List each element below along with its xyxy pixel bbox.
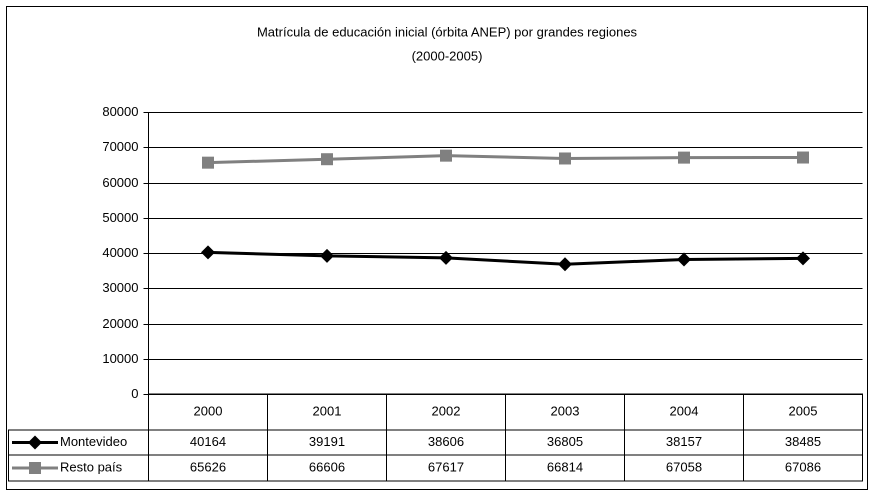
chart-subtitle: (2000-2005) <box>412 48 483 63</box>
table-value: 40164 <box>190 434 226 449</box>
x-tick-label: 2003 <box>551 403 580 418</box>
chart-frame <box>6 6 868 490</box>
chart-title: Matrícula de educación inicial (órbita A… <box>257 24 638 39</box>
table-value: 38485 <box>785 434 821 449</box>
x-tick-label: 2004 <box>670 403 699 418</box>
data-point <box>202 156 214 169</box>
y-tick-label: 40000 <box>102 245 138 260</box>
y-tick-label: 30000 <box>102 280 138 295</box>
table-value: 38606 <box>428 434 464 449</box>
table-value: 36805 <box>547 434 583 449</box>
series-line <box>207 250 804 266</box>
data-point <box>797 151 809 164</box>
table-value: 66814 <box>547 459 583 474</box>
legend-marker <box>29 462 41 474</box>
table-value: 65626 <box>190 459 226 474</box>
data-point <box>678 151 690 164</box>
legend-marker <box>28 435 42 450</box>
y-tick-label: 0 <box>131 386 138 401</box>
y-tick-label: 80000 <box>102 104 138 119</box>
x-tick-label: 2005 <box>789 403 818 418</box>
data-point <box>321 153 333 166</box>
table-row <box>8 454 863 482</box>
y-tick-label: 20000 <box>102 316 138 331</box>
table-value: 67058 <box>666 459 702 474</box>
data-point <box>320 248 334 263</box>
data-point <box>677 252 691 267</box>
legend-label: Resto país <box>60 459 123 474</box>
x-tick-label: 2002 <box>432 403 461 418</box>
data-point <box>440 149 452 162</box>
table-value: 39191 <box>309 434 345 449</box>
data-point <box>796 251 810 266</box>
x-tick-label: 2001 <box>313 403 342 418</box>
table-value: 67617 <box>428 459 464 474</box>
data-point <box>201 245 215 260</box>
data-point <box>439 250 453 265</box>
data-point <box>559 152 571 165</box>
legend-label: Montevideo <box>60 434 127 449</box>
y-tick-label: 50000 <box>102 210 138 225</box>
data-point <box>558 257 572 272</box>
series-line <box>207 154 804 165</box>
table-value: 38157 <box>666 434 702 449</box>
table-value: 67086 <box>785 459 821 474</box>
y-tick-label: 70000 <box>102 139 138 154</box>
x-tick-label: 2000 <box>194 403 223 418</box>
y-tick-label: 60000 <box>102 175 138 190</box>
table-value: 66606 <box>309 459 345 474</box>
y-tick-label: 10000 <box>102 351 138 366</box>
